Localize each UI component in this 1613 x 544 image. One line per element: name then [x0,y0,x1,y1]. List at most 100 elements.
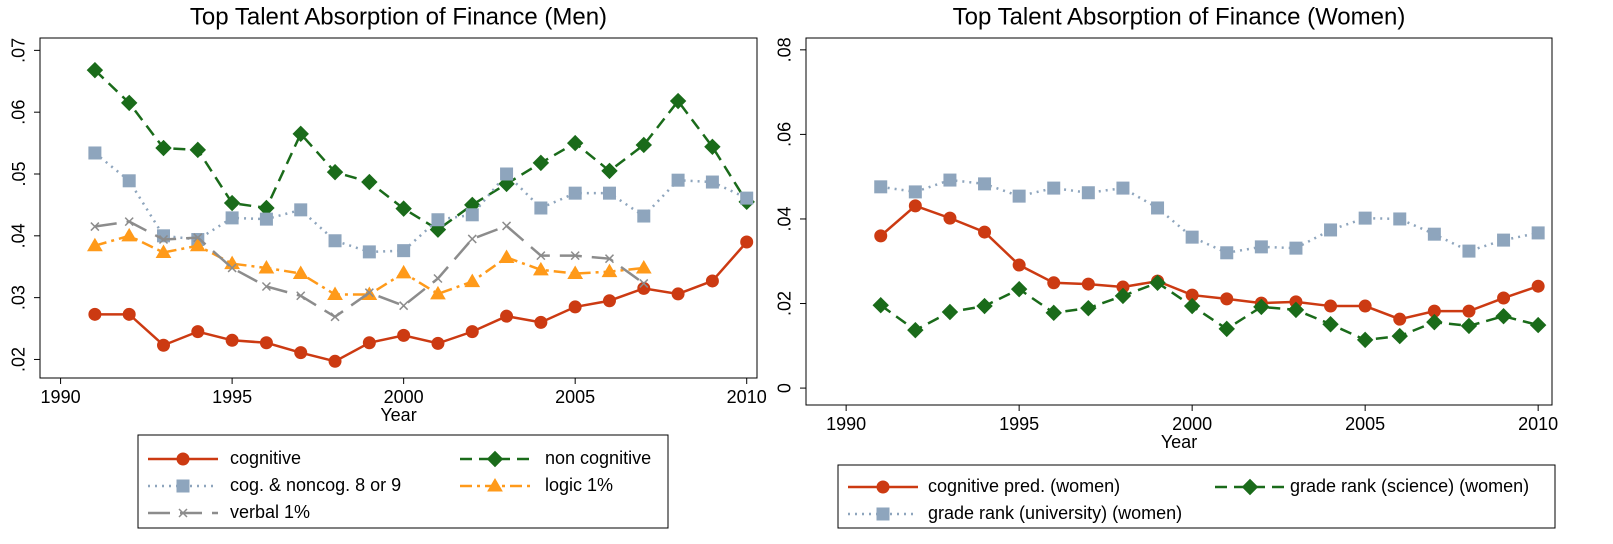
marker [705,175,719,189]
marker [1289,241,1303,255]
marker [189,141,207,159]
marker [87,237,103,252]
marker [158,234,169,245]
series-line [94,234,644,296]
marker [328,354,342,368]
marker [907,321,924,339]
marker [1426,313,1443,331]
y-tick-label: .04 [9,223,29,248]
marker [259,212,273,226]
marker [943,211,957,225]
marker [1324,223,1338,237]
plot-frame [805,37,1553,406]
legend-box [137,434,669,529]
marker [740,235,754,249]
marker [500,309,514,323]
y-tick-label: .02 [775,291,795,316]
marker [536,251,546,261]
x-tick-label: 1995 [212,387,252,407]
marker [429,221,447,238]
y-tick-label: .08 [775,37,795,62]
plot-frame [39,37,758,379]
marker [1287,301,1305,319]
marker [86,61,104,79]
marker [397,328,411,342]
marker [1253,298,1270,316]
marker [362,336,376,350]
marker [874,180,888,194]
marker [1151,201,1165,215]
marker [502,221,512,231]
marker [1531,226,1545,240]
x-tick-label: 1995 [999,414,1039,434]
marker [568,300,582,314]
series-line [880,281,1539,342]
marker [193,233,203,243]
x-tick-label: 2005 [1345,414,1385,434]
marker [908,185,922,199]
marker [1183,297,1201,315]
marker [671,173,685,187]
marker [294,203,308,217]
marker [189,237,206,252]
marker [568,186,582,200]
marker [1081,186,1095,200]
marker [431,336,445,350]
marker [872,297,889,314]
marker [364,288,374,298]
series-line [879,204,1539,321]
marker [704,138,721,156]
marker [1218,320,1235,338]
marker [1393,212,1407,226]
marker [155,244,172,259]
marker [639,278,649,288]
marker [261,281,271,292]
y-tick-label: .03 [9,285,29,310]
x-tick-label: 1990 [826,414,866,434]
y-tick-label: .05 [9,161,29,186]
marker [908,199,922,213]
marker [227,263,237,273]
marker [155,139,172,157]
marker [740,191,754,205]
series-line [94,220,645,319]
marker [399,301,409,311]
legend-marker [176,452,190,466]
marker [941,303,959,321]
marker [330,312,340,322]
marker [1460,317,1478,335]
x-axis-label: Year [1161,432,1197,452]
marker [1045,304,1062,322]
marker [1012,189,1026,203]
marker [1185,230,1199,244]
marker [1462,304,1476,318]
legend-marker [1241,478,1259,496]
marker [225,333,239,347]
marker [397,244,411,258]
marker [191,325,205,339]
legend-label: cognitive pred. (women) [928,476,1120,496]
marker [705,274,719,288]
marker [533,261,549,276]
marker [1356,331,1374,349]
marker [1427,227,1441,241]
marker [124,217,134,227]
marker [1116,181,1130,195]
legend-marker [486,450,504,468]
marker [602,186,616,200]
chart-title: Top Talent Absorption of Finance (Men) [190,3,607,30]
y-tick-label: 0 [775,383,795,393]
marker [570,251,580,261]
marker [1012,258,1026,272]
legend-label: verbal 1% [230,502,310,522]
legend-label: non cognitive [545,448,651,468]
marker [121,227,138,242]
y-tick-label: .06 [775,122,795,147]
marker [157,338,171,352]
marker [395,200,412,217]
y-tick-label: .07 [9,38,29,63]
marker [534,315,548,329]
marker [259,336,273,350]
marker [500,167,514,181]
marker [431,213,445,227]
